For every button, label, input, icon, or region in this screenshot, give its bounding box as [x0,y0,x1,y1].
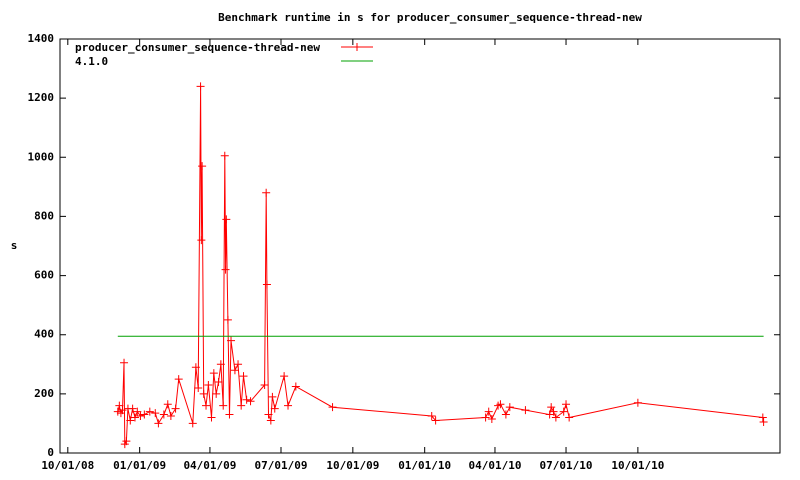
point-marker [521,406,530,415]
point-marker [427,412,436,421]
point-marker [227,336,236,345]
point-marker [230,366,239,375]
x-tick-label: 01/01/09 [113,459,166,472]
point-marker [159,410,168,419]
point-marker [270,404,279,413]
point-marker [237,401,246,410]
point-marker [481,413,490,422]
legend-marker [353,43,361,51]
y-tick-label: 1200 [28,91,55,104]
x-tick-label: 01/01/10 [398,459,451,472]
point-marker [559,407,568,416]
y-tick-label: 0 [47,446,54,459]
point-marker [198,162,207,171]
y-tick-label: 800 [34,209,54,222]
point-marker [115,401,124,410]
series-line [117,86,765,447]
point-marker [633,398,642,407]
point-marker [128,404,137,413]
point-marker [549,407,558,416]
point-marker [239,372,248,381]
point-marker [264,410,273,419]
point-marker [136,412,145,421]
point-marker [759,417,768,426]
point-marker [280,372,289,381]
point-marker [262,188,271,197]
x-tick-label: 10/01/08 [41,459,94,472]
point-marker [122,437,131,446]
point-marker [221,265,230,274]
point-marker [126,416,135,425]
legend-label: producer_consumer_sequence-thread-new [75,41,320,54]
point-marker [246,397,255,406]
x-tick-label: 04/01/10 [468,459,521,472]
point-marker [120,358,129,367]
point-marker [209,369,218,378]
point-marker [202,401,211,410]
point-marker [487,414,496,423]
point-marker [194,383,203,392]
point-marker [188,419,197,428]
point-marker [199,389,208,398]
legend-label: 4.1.0 [75,55,108,68]
point-marker [431,416,440,425]
point-marker [174,375,183,384]
point-marker [266,416,275,425]
point-marker [130,413,139,422]
chart-title: Benchmark runtime in s for producer_cons… [218,11,642,24]
y-tick-label: 600 [34,269,54,282]
point-marker [758,413,767,422]
point-marker [163,400,172,409]
point-marker [196,82,205,91]
point-marker [212,389,221,398]
y-axis-label: s [11,239,18,252]
x-tick-label: 10/01/10 [611,459,664,472]
x-tick-label: 07/01/10 [540,459,593,472]
point-marker [242,395,251,404]
point-marker [133,407,142,416]
point-marker [118,406,127,415]
point-marker [484,407,493,416]
y-tick-label: 1400 [28,32,55,45]
point-marker [505,403,514,412]
point-marker [501,410,510,419]
point-marker [151,409,160,418]
point-marker [284,401,293,410]
point-marker [140,410,149,419]
point-marker [222,215,231,224]
point-marker [223,315,232,324]
point-marker [496,400,505,409]
point-marker [197,236,206,245]
y-tick-label: 1000 [28,150,55,163]
point-marker [204,380,213,389]
point-marker [225,410,234,419]
x-tick-label: 04/01/09 [183,459,236,472]
x-tick-label: 10/01/09 [326,459,379,472]
point-marker [145,407,154,416]
y-tick-label: 200 [34,387,54,400]
point-marker [262,280,271,289]
point-marker [154,419,163,428]
point-marker [220,151,229,160]
point-marker [260,380,269,389]
point-marker [207,413,216,422]
point-marker [291,382,300,391]
point-marker [219,401,228,410]
point-marker [234,360,243,369]
point-marker [216,360,225,369]
point-marker [547,403,556,412]
point-marker [166,412,175,421]
y-tick-label: 400 [34,328,54,341]
point-marker [171,404,180,413]
point-marker [191,363,200,372]
point-marker [268,392,277,401]
x-tick-label: 07/01/09 [255,459,308,472]
point-marker [562,400,571,409]
point-marker [551,413,560,422]
point-marker [565,413,574,422]
point-marker [328,403,337,412]
plot-frame [59,38,781,454]
point-marker [214,378,223,387]
